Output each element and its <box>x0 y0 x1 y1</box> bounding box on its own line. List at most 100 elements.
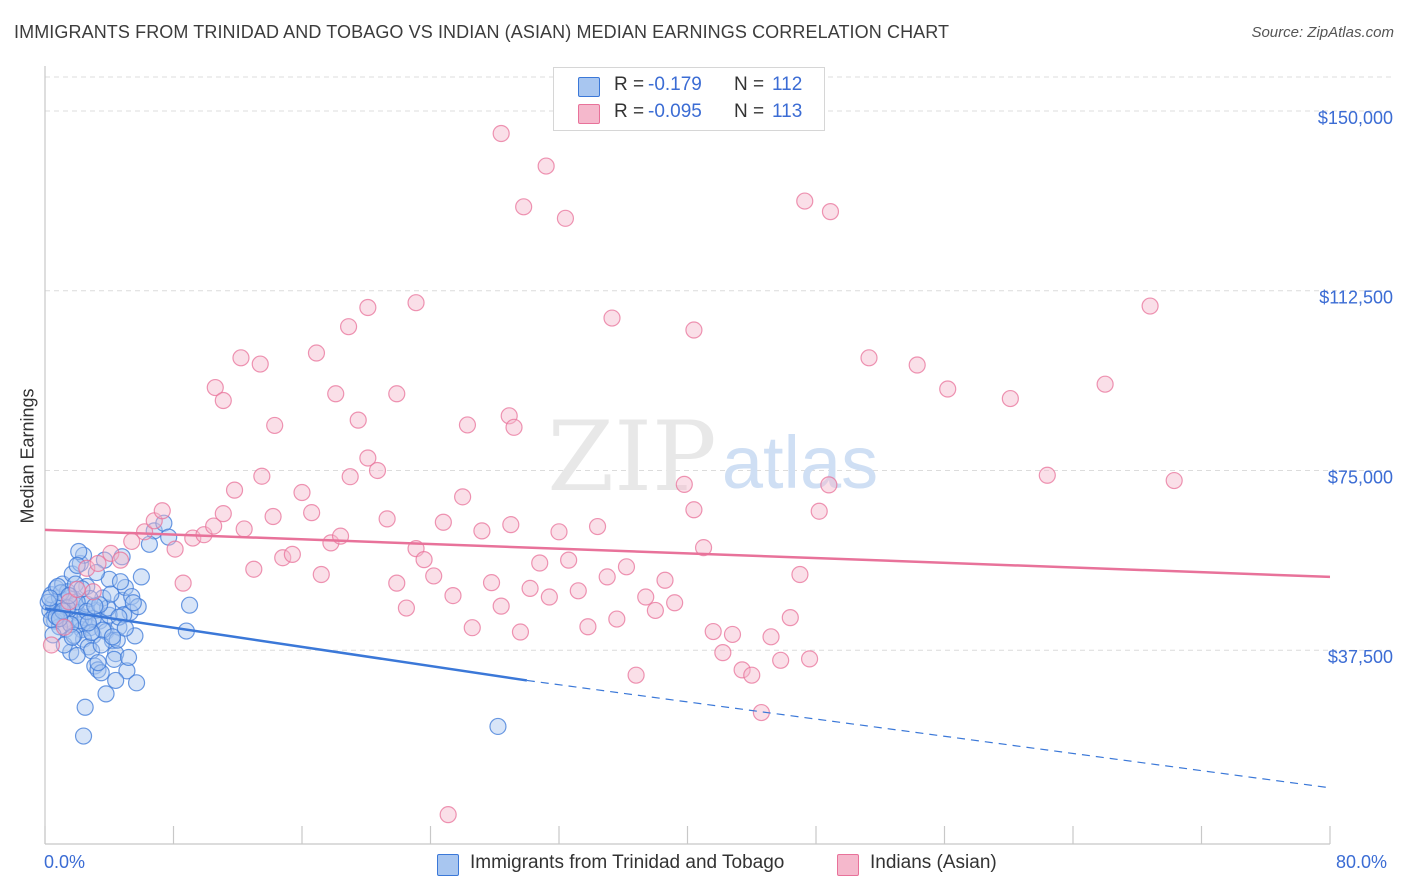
data-point-indian <box>685 321 703 339</box>
data-point-indian <box>378 510 396 528</box>
data-point-indian <box>515 198 533 216</box>
y-tick-label: $37,500 <box>1328 647 1393 667</box>
n-label: N = <box>734 74 765 95</box>
data-point-indian <box>42 636 61 654</box>
data-point-indian <box>550 523 568 541</box>
data-point-trinidad <box>89 654 107 672</box>
data-point-indian <box>166 540 184 558</box>
data-point-indian <box>908 356 926 374</box>
data-point-trinidad <box>123 587 141 606</box>
data-point-indian <box>264 507 282 526</box>
data-point-indian <box>569 582 587 600</box>
data-point-trinidad <box>86 597 104 615</box>
data-point-indian <box>458 416 477 434</box>
data-point-indian <box>473 522 491 540</box>
swatch-blue-icon <box>578 77 600 97</box>
data-point-trinidad <box>127 674 146 692</box>
data-point-indian <box>388 574 406 592</box>
data-point-trinidad <box>107 644 125 663</box>
data-point-indian <box>153 502 171 520</box>
data-point-indian <box>821 203 840 221</box>
data-point-indian <box>743 666 761 684</box>
data-point-indian <box>111 551 130 569</box>
data-point-indian <box>685 501 703 519</box>
data-point-indian <box>939 380 957 398</box>
data-point-indian <box>341 468 359 486</box>
data-point-indian <box>397 599 416 617</box>
y-tick-labels: $37,500 $75,000 $112,500 $150,000 <box>1318 108 1393 667</box>
data-point-indian <box>60 593 78 611</box>
swatch-pink-icon <box>578 104 600 124</box>
r-label: R = <box>614 74 645 95</box>
data-point-trinidad <box>68 556 86 574</box>
data-point-indian <box>781 609 799 627</box>
x-tick-label-max: 80.0% <box>1336 852 1388 872</box>
data-point-indian <box>454 488 472 506</box>
legend-label: Indians (Asian) <box>870 852 997 873</box>
data-point-indian <box>283 545 301 563</box>
data-point-indian <box>505 418 523 436</box>
data-point-trinidad <box>111 573 130 591</box>
data-point-indian <box>675 475 693 493</box>
data-point-indian <box>434 513 452 531</box>
data-point-indian <box>245 560 263 578</box>
n-label: N = <box>734 101 765 122</box>
data-point-trinidad <box>70 542 88 561</box>
data-point-indian <box>266 416 284 435</box>
data-point-trinidad <box>489 717 507 736</box>
data-point-indian <box>205 517 223 535</box>
r-label: R = <box>614 101 645 122</box>
data-point-indian <box>78 559 96 577</box>
data-point-trinidad <box>119 648 138 667</box>
stats-box: R = -0.179 N = 112 R = -0.095 N = 113 <box>553 67 825 131</box>
chart-title: IMMIGRANTS FROM TRINIDAD AND TOBAGO VS I… <box>14 22 950 42</box>
data-point-indian <box>214 391 232 410</box>
data-point-indian <box>482 574 501 592</box>
data-point-indian <box>359 449 377 467</box>
data-point-indian <box>791 565 809 584</box>
data-point-indian <box>463 619 481 637</box>
data-point-indian <box>666 594 684 612</box>
data-point-indian <box>796 192 814 210</box>
y-tick-label: $112,500 <box>1319 288 1393 308</box>
source-credit: Source: ZipAtlas.com <box>1251 24 1394 41</box>
data-point-indian <box>579 618 597 636</box>
data-point-indian <box>511 623 530 641</box>
data-point-indian <box>1141 297 1159 315</box>
data-point-indian <box>588 517 607 536</box>
data-point-indian <box>135 523 154 541</box>
data-point-indian <box>1038 466 1056 484</box>
data-point-trinidad <box>76 698 94 716</box>
data-point-indian <box>251 355 269 373</box>
data-point-indian <box>704 622 722 641</box>
data-point-trinidad <box>41 589 59 607</box>
trend-lines <box>44 528 1331 789</box>
data-point-trinidad <box>68 646 86 665</box>
data-point-indian <box>439 806 457 824</box>
data-point-indian <box>617 558 636 576</box>
data-point-indian <box>214 505 232 523</box>
data-point-indian <box>89 554 107 573</box>
data-point-indian <box>723 625 742 644</box>
data-point-indian <box>322 534 340 552</box>
x-tick-label-min: 0.0% <box>44 852 86 872</box>
data-point-indian <box>339 318 358 336</box>
data-point-indian <box>1001 389 1019 408</box>
data-point-trinidad <box>103 628 122 646</box>
data-point-trinidad <box>89 661 107 679</box>
data-point-indian <box>312 565 330 584</box>
axes <box>44 66 1331 845</box>
data-point-indian <box>492 124 510 143</box>
data-point-indian <box>235 520 253 538</box>
data-point-indian <box>174 574 192 592</box>
data-point-indian <box>537 157 555 175</box>
data-point-indian <box>646 601 664 620</box>
data-point-indian <box>492 597 510 615</box>
data-point-indian <box>359 298 377 317</box>
data-point-indian <box>388 385 406 403</box>
data-point-indian <box>772 651 790 669</box>
series-trinidad-points <box>39 514 507 745</box>
data-point-indian <box>598 568 616 586</box>
data-point-indian <box>68 580 86 598</box>
